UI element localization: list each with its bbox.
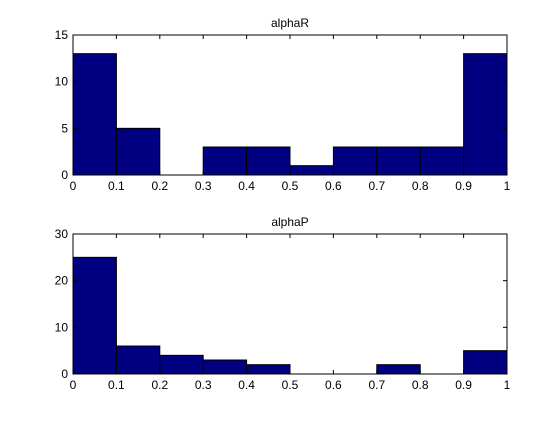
histogram-bar xyxy=(115,127,161,176)
y-tick-label: 10 xyxy=(55,320,69,334)
x-tick-label: 0.8 xyxy=(412,378,429,392)
x-tick-label: 0.5 xyxy=(282,179,299,193)
x-tick-label: 1 xyxy=(504,179,511,193)
histogram-bar xyxy=(159,354,204,375)
y-tick-label: 0 xyxy=(61,168,68,182)
x-tick-label: 1 xyxy=(504,378,511,392)
x-tick-label: 0.2 xyxy=(151,179,168,193)
histogram-bar xyxy=(332,146,378,176)
x-tick-label: 0.9 xyxy=(455,378,472,392)
histogram-bar xyxy=(376,364,421,375)
x-tick-label: 0.1 xyxy=(108,378,125,392)
chart-title: alphaP xyxy=(271,215,308,229)
histogram-bar xyxy=(419,146,465,176)
y-tick-label: 0 xyxy=(61,367,68,381)
x-tick-label: 0.3 xyxy=(195,378,212,392)
histogram-bar xyxy=(463,350,508,375)
alphaP-histogram: 0 0.1 0.2 0.3 0.4 0.5 0.6 0.7 0.8 0.9 10102030alph… xyxy=(55,215,511,392)
x-tick-label: 0.9 xyxy=(455,179,472,193)
y-tick-label: 5 xyxy=(61,121,68,135)
histogram-bar xyxy=(246,364,291,375)
x-tick-label: 0.8 xyxy=(412,179,429,193)
histogram-bar xyxy=(376,146,421,176)
x-tick-label: 0.7 xyxy=(368,378,385,392)
histogram-bar xyxy=(72,256,117,375)
x-tick-label: 0.1 xyxy=(108,179,125,193)
x-tick-label: 0.6 xyxy=(325,179,342,193)
y-tick-label: 20 xyxy=(55,274,69,288)
histogram-bar xyxy=(246,146,291,176)
histogram-bar xyxy=(202,359,248,375)
y-tick-label: 30 xyxy=(55,227,69,241)
x-tick-label: 0.3 xyxy=(195,179,212,193)
x-tick-label: 0.5 xyxy=(282,378,299,392)
x-tick-label: 0.4 xyxy=(238,179,255,193)
alphaR-histogram: 0 0.1 0.2 0.3 0.4 0.5 0.6 0.7 0.8 0.9 1051015alpha… xyxy=(55,16,511,193)
y-tick-label: 15 xyxy=(55,28,69,42)
x-tick-label: 0 xyxy=(70,179,77,193)
histogram-bar xyxy=(72,53,117,176)
x-tick-label: 0.6 xyxy=(325,378,342,392)
y-tick-label: 10 xyxy=(55,75,69,89)
x-tick-label: 0.7 xyxy=(368,179,385,193)
x-tick-label: 0 xyxy=(70,378,77,392)
x-tick-label: 0.2 xyxy=(151,378,168,392)
histogram-bar xyxy=(202,146,248,176)
x-tick-label: 0.4 xyxy=(238,378,255,392)
chart-title: alphaR xyxy=(271,16,309,30)
histogram-bar xyxy=(463,53,508,176)
histogram-bar xyxy=(289,165,334,176)
histogram-bar xyxy=(115,345,161,375)
